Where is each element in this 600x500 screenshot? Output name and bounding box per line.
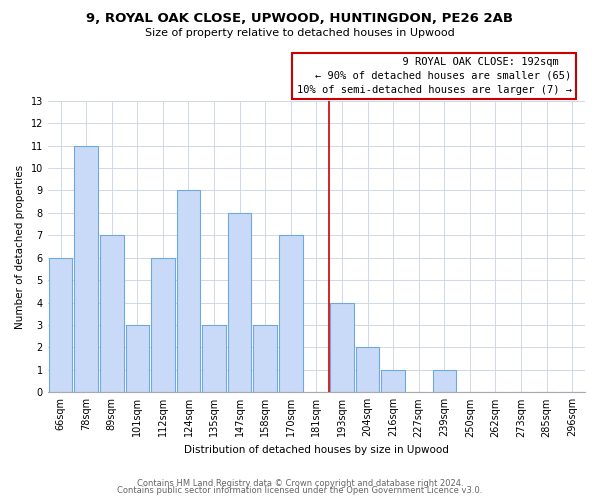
Text: 9, ROYAL OAK CLOSE, UPWOOD, HUNTINGDON, PE26 2AB: 9, ROYAL OAK CLOSE, UPWOOD, HUNTINGDON, … <box>86 12 514 26</box>
Bar <box>151 258 175 392</box>
Bar <box>177 190 200 392</box>
Bar <box>279 236 302 392</box>
Bar <box>253 325 277 392</box>
Bar <box>356 348 379 393</box>
Bar <box>49 258 73 392</box>
Bar <box>330 302 354 392</box>
Bar <box>382 370 405 392</box>
Bar <box>202 325 226 392</box>
Bar <box>433 370 456 392</box>
Bar <box>100 236 124 392</box>
Bar <box>228 213 251 392</box>
Y-axis label: Number of detached properties: Number of detached properties <box>15 164 25 328</box>
Text: Contains public sector information licensed under the Open Government Licence v3: Contains public sector information licen… <box>118 486 482 495</box>
Bar <box>74 146 98 392</box>
Text: 9 ROYAL OAK CLOSE: 192sqm  
← 90% of detached houses are smaller (65)
10% of sem: 9 ROYAL OAK CLOSE: 192sqm ← 90% of detac… <box>296 57 572 95</box>
Bar <box>125 325 149 392</box>
Text: Contains HM Land Registry data © Crown copyright and database right 2024.: Contains HM Land Registry data © Crown c… <box>137 478 463 488</box>
Text: Size of property relative to detached houses in Upwood: Size of property relative to detached ho… <box>145 28 455 38</box>
X-axis label: Distribution of detached houses by size in Upwood: Distribution of detached houses by size … <box>184 445 449 455</box>
